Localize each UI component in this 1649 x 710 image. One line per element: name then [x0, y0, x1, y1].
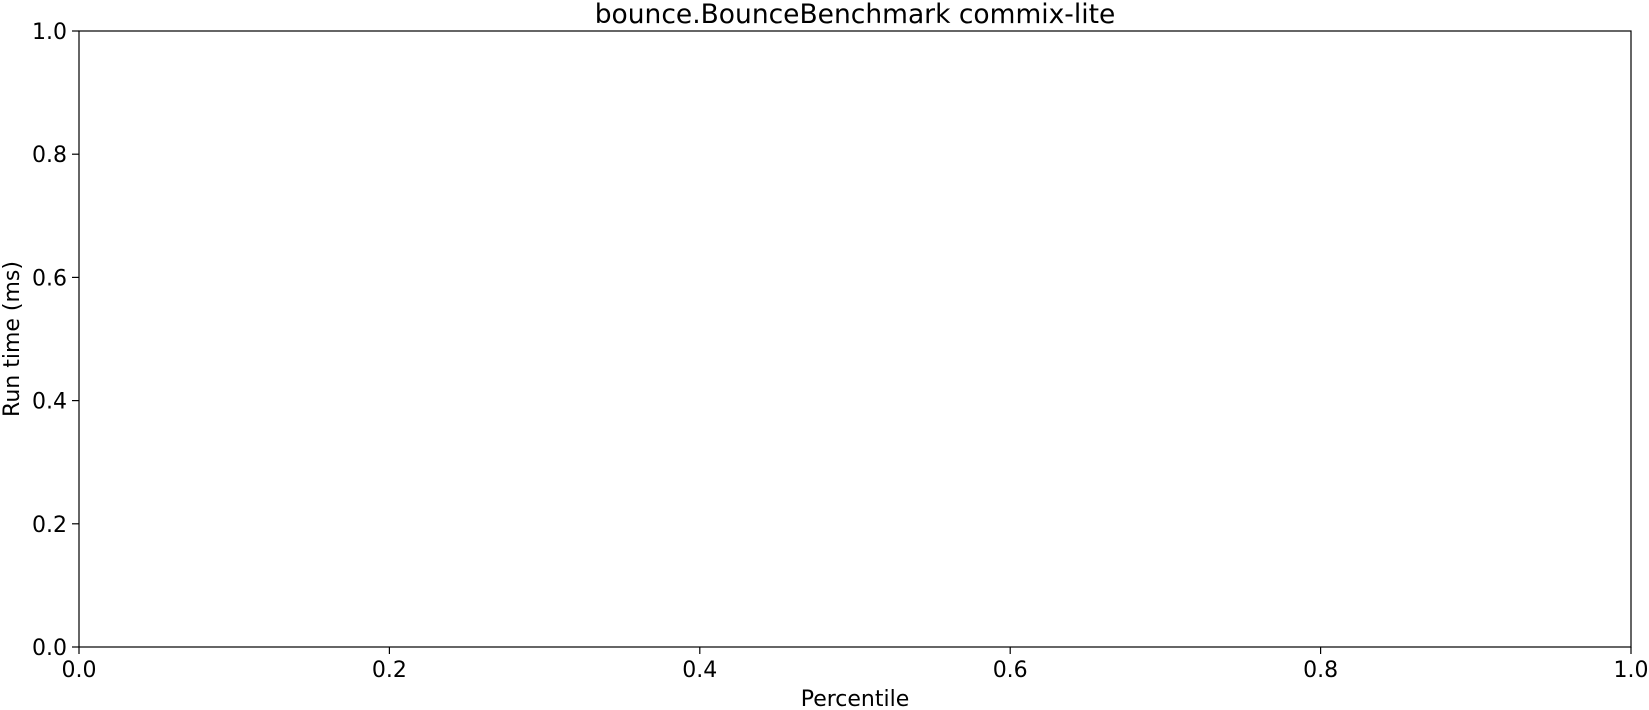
- chart-title: bounce.BounceBenchmark commix-lite: [595, 0, 1116, 30]
- x-tick-label: 0.4: [682, 658, 717, 683]
- plot-area: [78, 30, 1632, 648]
- y-tick-label: 0.4: [32, 390, 67, 415]
- y-tick-label: 0.0: [32, 636, 67, 661]
- y-axis: 0.0 0.2 0.4 0.6 0.8 1.0: [32, 20, 79, 661]
- x-tick-label: 1.0: [1614, 658, 1649, 683]
- y-tick-label: 0.6: [32, 266, 67, 291]
- y-tick-label: 0.2: [32, 513, 67, 538]
- x-tick-label: 0.6: [993, 658, 1028, 683]
- x-tick-label: 0.0: [62, 658, 97, 683]
- y-axis-label: Run time (ms): [0, 261, 25, 417]
- x-axis: 0.0 0.2 0.4 0.6 0.8 1.0: [62, 647, 1649, 683]
- x-tick-label: 0.2: [372, 658, 407, 683]
- x-axis-label: Percentile: [801, 687, 910, 710]
- y-tick-label: 0.8: [32, 143, 67, 168]
- y-tick-label: 1.0: [32, 20, 67, 45]
- x-tick-label: 0.8: [1303, 658, 1338, 683]
